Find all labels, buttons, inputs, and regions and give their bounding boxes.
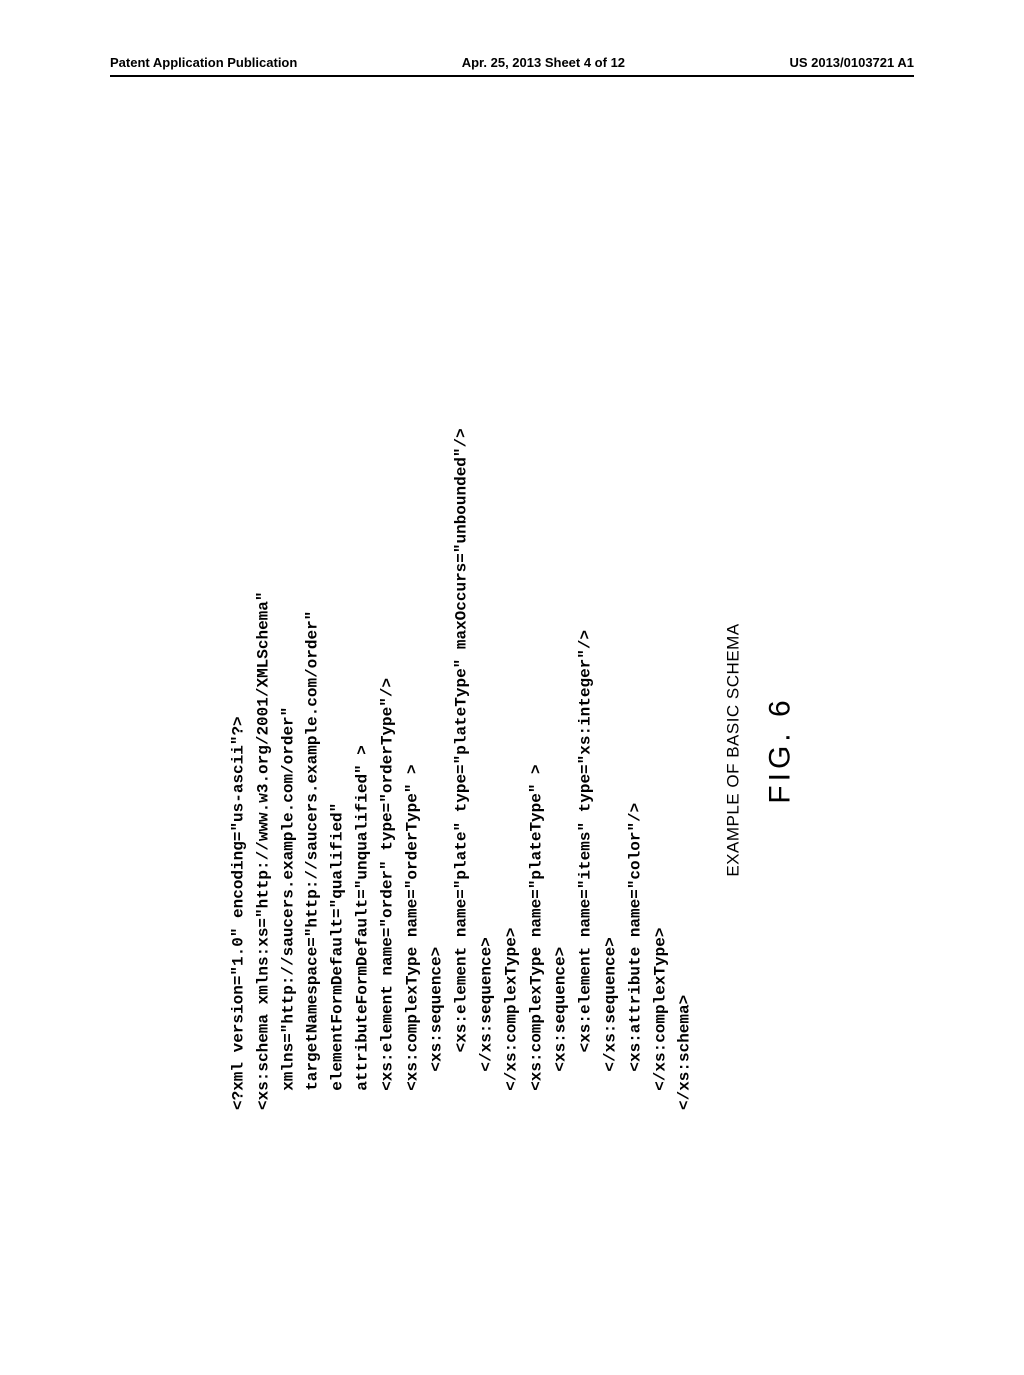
page-header: Patent Application Publication Apr. 25, … [0,55,1024,70]
figure-content: <?xml version="1.0" encoding="us-ascii"?… [110,205,914,1295]
code-line: targetNamespace="http://saucers.example.… [304,611,322,1110]
code-line: <xs:complexType name="plateType" > [527,764,545,1110]
code-line: </xs:sequence> [601,937,619,1110]
header-center: Apr. 25, 2013 Sheet 4 of 12 [462,55,625,70]
code-line: <xs:element name="plate" type="plateType… [453,428,471,1110]
code-line: </xs:complexType> [651,928,669,1110]
code-line: <xs:element name="items" type="xs:intege… [577,630,595,1110]
code-line: <xs:sequence> [428,947,446,1110]
code-line: <xs:attribute name="color"/> [626,803,644,1110]
code-line: elementFormDefault="qualified" [329,803,347,1110]
figure-number: FIG. 6 [764,250,798,1250]
header-rule [110,75,914,77]
code-line: </xs:sequence> [477,937,495,1110]
code-line: <xs:schema xmlns:xs="http://www.w3.org/2… [254,592,272,1110]
code-line: </xs:complexType> [502,928,520,1110]
figure-caption-block: EXAMPLE OF BASIC SCHEMA FIG. 6 [724,250,798,1250]
rotated-figure: <?xml version="1.0" encoding="us-ascii"?… [226,250,797,1250]
code-line: </xs:schema> [676,995,694,1110]
code-line: <xs:complexType name="orderType" > [403,764,421,1110]
header-right: US 2013/0103721 A1 [789,55,914,70]
code-line: <xs:sequence> [552,947,570,1110]
code-line: xmlns="http://saucers.example.com/order" [279,707,297,1110]
xml-schema-code: <?xml version="1.0" encoding="us-ascii"?… [226,250,697,1110]
code-line: attributeFormDefault="unqualified" > [353,745,371,1110]
header-left: Patent Application Publication [110,55,297,70]
code-line: <?xml version="1.0" encoding="us-ascii"?… [229,716,247,1110]
code-line: <xs:element name="order" type="orderType… [378,678,396,1110]
caption-text: EXAMPLE OF BASIC SCHEMA [724,250,744,1250]
